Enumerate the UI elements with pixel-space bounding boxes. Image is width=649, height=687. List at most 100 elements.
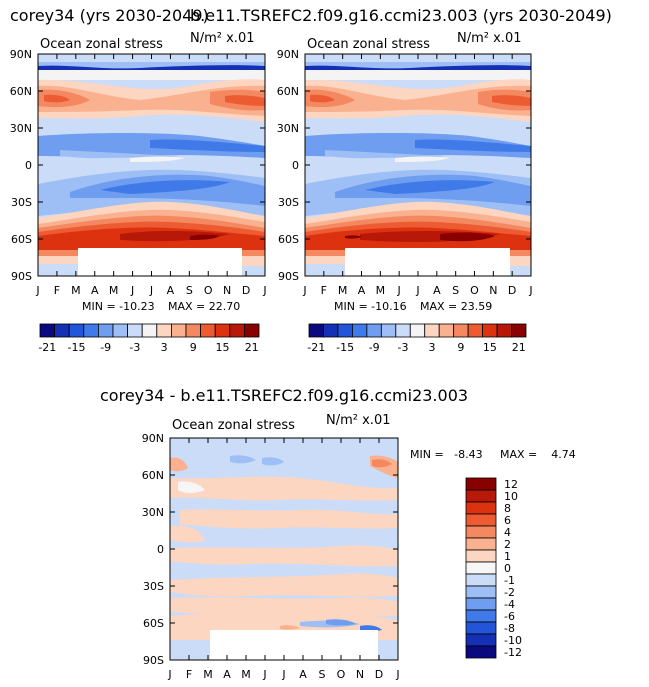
- panel-right-colorbar-box: [409, 323, 426, 338]
- panel-right-colorbar-label: 9: [457, 341, 464, 354]
- panel-right-colorbar-label: 15: [483, 341, 497, 354]
- panel-diff-colorbar-box: [465, 549, 497, 563]
- panel-left-y-tick-label: 90N: [10, 48, 32, 61]
- panel-right-x-tick-label: N: [489, 284, 497, 297]
- panel-right-y-tick-label: 0: [292, 159, 299, 172]
- panel-diff: Ocean zonal stress N/m² x.01: [142, 413, 576, 681]
- panel-diff-y-tick-label: 60N: [142, 469, 164, 482]
- panel-right-colorbar: -21 -15 -9 -3 3 9 15 21: [307, 323, 527, 354]
- panel-diff-colorbar-label: -8: [504, 622, 515, 635]
- panel-diff-colorbar-box: [465, 633, 497, 647]
- panel-diff-x-tick-label: J: [281, 668, 285, 681]
- panel-diff-x-tick-label: M: [241, 668, 251, 681]
- panel-right-colorbar-label: -3: [398, 341, 409, 354]
- panel-diff-colorbar-label: 0: [504, 562, 511, 575]
- panel-diff-colorbar-label: -2: [504, 586, 515, 599]
- panel-left-colorbar: -21 -15 -9 -3 3 9 15 21: [38, 323, 260, 354]
- panel-diff-colorbar-box: [465, 525, 497, 539]
- panel-right-colorbar-box: [467, 323, 483, 338]
- panel-diff-colorbar-label: -4: [504, 598, 515, 611]
- panel-left-x-tick-label: J: [35, 284, 39, 297]
- panel-diff-y-tick-label: 30S: [143, 580, 164, 593]
- left-panel-title: corey34 (yrs 2030-2049): [10, 6, 209, 25]
- panel-left-x-tick-label: S: [186, 284, 193, 297]
- panel-right-x-tick-label: O: [470, 284, 479, 297]
- panel-right-x-tick-label: A: [358, 284, 366, 297]
- panel-right-max: MAX = 23.59: [420, 300, 492, 313]
- panel-left-units: N/m² x.01: [190, 31, 254, 46]
- panel-diff-y-tick-label: 90N: [142, 432, 164, 445]
- panel-diff-colorbar-box: [465, 597, 497, 611]
- panel-diff-colorbar-label: 4: [504, 526, 511, 539]
- panel-diff-colorbar-box: [465, 645, 497, 659]
- panel-diff-colorbar-label: 1: [504, 550, 511, 563]
- panel-right-colorbar-label: -21: [307, 341, 325, 354]
- panel-diff-colorbar-box: [465, 489, 497, 503]
- panel-right-colorbar-box: [496, 323, 512, 338]
- panel-left-field-title: Ocean zonal stress: [40, 37, 163, 52]
- panel-left-x-tick-label: J: [130, 284, 134, 297]
- panel-diff-colorbar-box: [465, 561, 497, 575]
- panel-diff-x-tick-label: O: [337, 668, 346, 681]
- panel-diff-colorbar-box: [465, 537, 497, 551]
- panel-right-colorbar-box: [482, 323, 498, 338]
- panel-left-colorbar-box: [112, 323, 129, 338]
- panel-left-colorbar-label: -15: [68, 341, 86, 354]
- panel-right-colorbar-box: [438, 323, 455, 338]
- panel-left-colorbar-box: [200, 323, 216, 338]
- panel-left-colorbar-box: [185, 323, 202, 338]
- panel-diff-y-tick-label: 60S: [143, 617, 164, 630]
- panel-left-y-tick-label: 60S: [11, 233, 32, 246]
- panel-left-colorbar-label: 9: [190, 341, 197, 354]
- right-panel-title: b.e11.TSREFC2.f09.g16.ccmi23.003 (yrs 20…: [190, 6, 612, 25]
- panel-diff-x-tick-label: D: [375, 668, 383, 681]
- panel-left-field: [38, 54, 265, 276]
- panel-right-colorbar-label: -9: [369, 341, 380, 354]
- panel-right-units: N/m² x.01: [457, 31, 521, 46]
- panel-left-x-tick-label: F: [54, 284, 60, 297]
- panel-right-colorbar-box: [323, 323, 339, 338]
- panel-left-colorbar-box: [141, 323, 158, 338]
- panel-right-colorbar-box: [366, 323, 382, 338]
- panel-diff-x-tick-label: A: [223, 668, 231, 681]
- panel-left-colorbar-label: -21: [38, 341, 56, 354]
- panel-left-x-tick-label: M: [109, 284, 119, 297]
- panel-diff-colorbar-label: -12: [504, 646, 522, 659]
- panel-diff-colorbar-label: -6: [504, 610, 515, 623]
- panel-left-colorbar-box: [39, 323, 56, 338]
- panel-diff-x-tick-label: F: [186, 668, 192, 681]
- panel-diff-x-tick-label: J: [262, 668, 266, 681]
- panel-left-x-tick-label: O: [204, 284, 213, 297]
- panel-diff-colorbar-label: -10: [504, 634, 522, 647]
- panel-diff-colorbar-label: -1: [504, 574, 515, 587]
- panel-diff-colorbar-label: 8: [504, 502, 511, 515]
- panel-right-x-tick-label: M: [376, 284, 386, 297]
- panel-diff-y-tick-label: 0: [157, 543, 164, 556]
- panel-left-colorbar-box: [243, 323, 260, 338]
- panel-diff-x-tick-label: J: [395, 668, 399, 681]
- diff-panel-title: corey34 - b.e11.TSREFC2.f09.g16.ccmi23.0…: [100, 386, 468, 405]
- panel-right-colorbar-label: -15: [336, 341, 354, 354]
- panel-right-colorbar-box: [351, 323, 368, 338]
- panel-left-x-tick-label: D: [242, 284, 250, 297]
- panel-diff-field-title: Ocean zonal stress: [172, 418, 295, 433]
- panel-right-colorbar-box: [337, 323, 353, 338]
- panel-diff-x-tick-label: S: [319, 668, 326, 681]
- panel-left-colorbar-label: 3: [161, 341, 168, 354]
- panel-left-colorbar-box: [98, 323, 114, 338]
- panel-right-x-tick-label: J: [397, 284, 401, 297]
- panel-left-colorbar-box: [127, 323, 143, 338]
- panel-right-y-tick-label: 60S: [278, 233, 299, 246]
- panel-diff-x-tick-label: N: [356, 668, 364, 681]
- panel-diff-colorbar-box: [465, 477, 497, 491]
- panel-left-colorbar-box: [229, 323, 245, 338]
- panel-left-colorbar-box: [54, 323, 70, 338]
- panel-left-colorbar-label: 21: [245, 341, 259, 354]
- panel-right-colorbar-box: [395, 323, 411, 338]
- panel-left-max: MAX = 22.70: [168, 300, 240, 313]
- panel-right: Ocean zonal stress N/m² x.01: [277, 31, 533, 354]
- panel-diff-y-tick-label: 30N: [142, 506, 164, 519]
